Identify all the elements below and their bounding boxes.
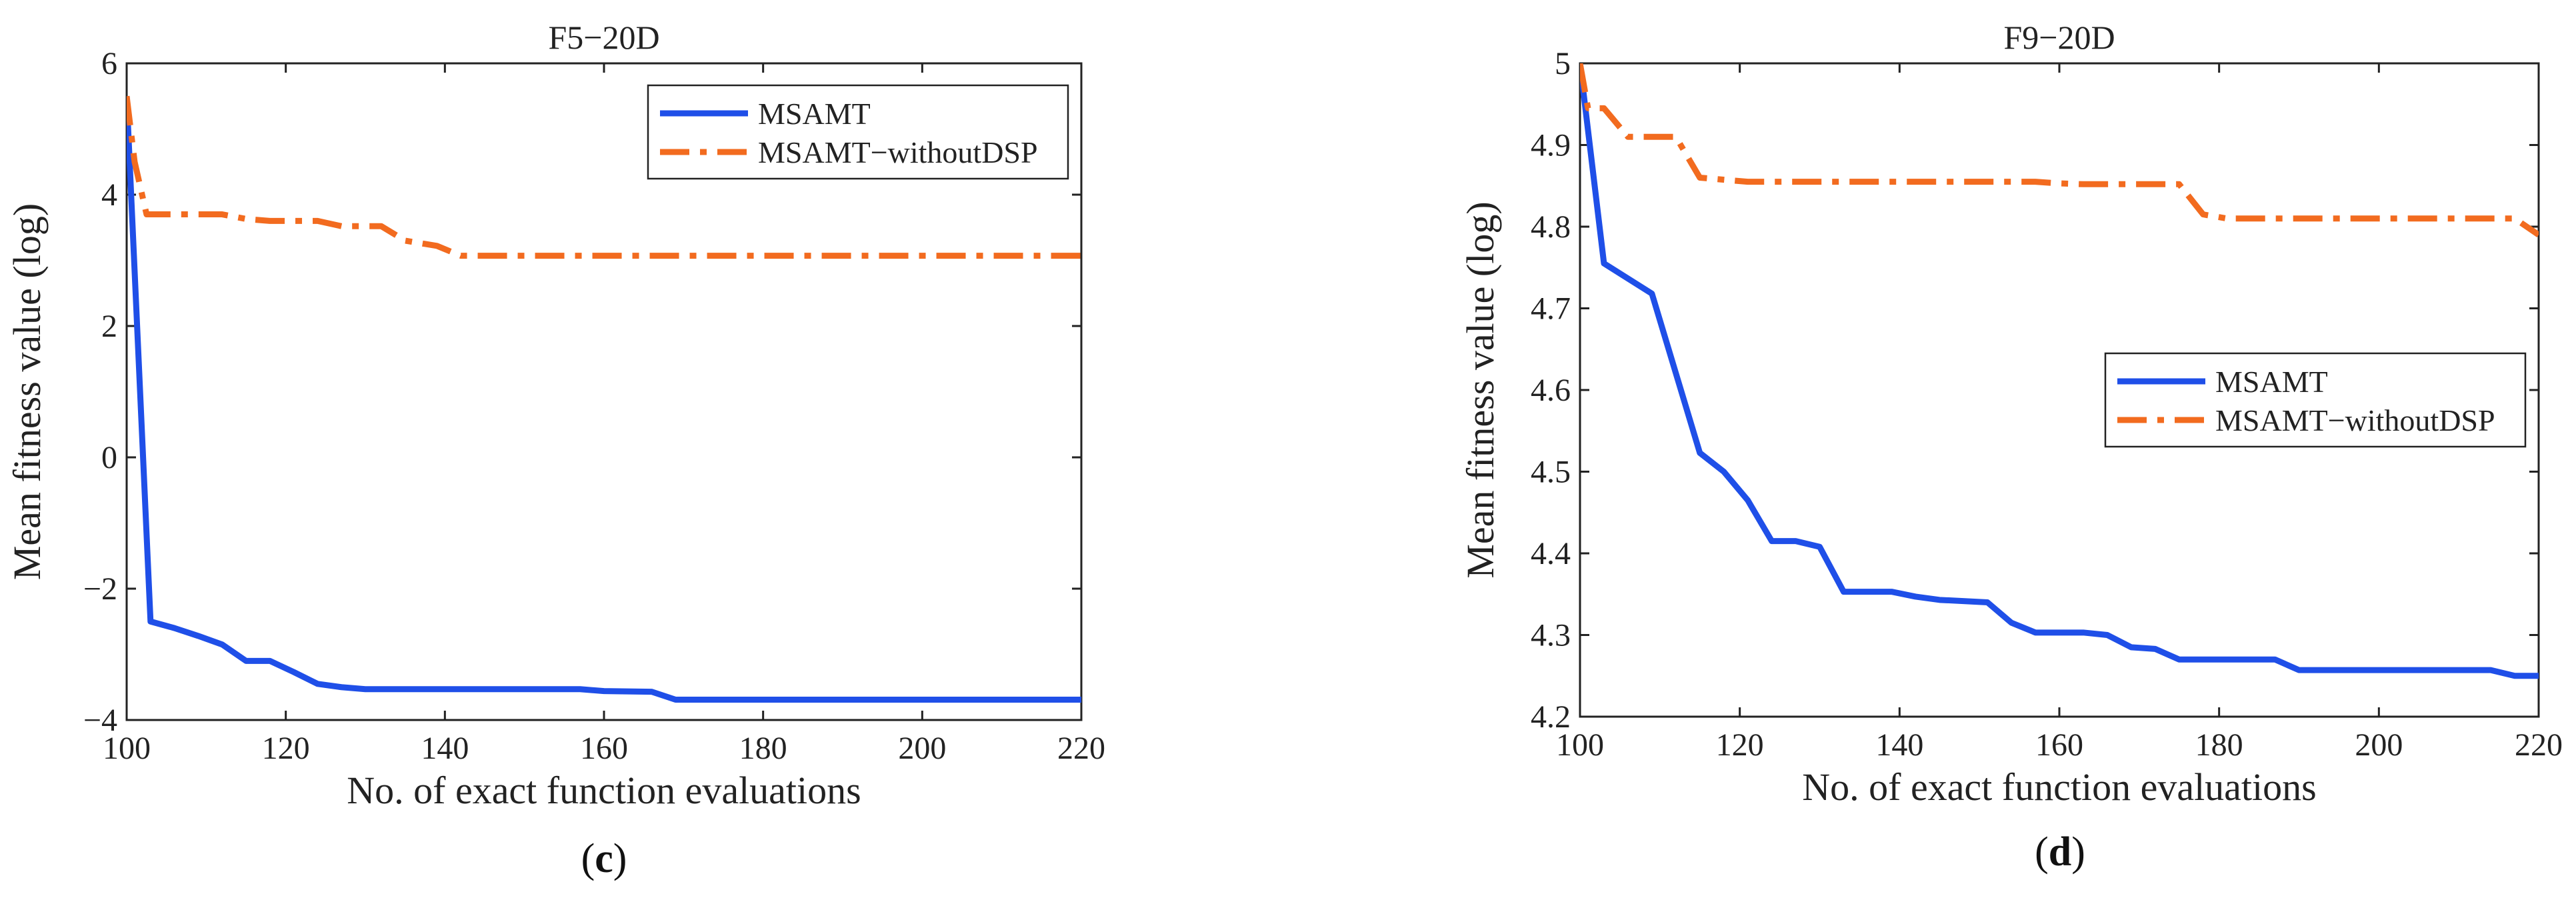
x-tick-label: 100 — [103, 731, 151, 766]
y-tick-label: 4.6 — [1531, 373, 1571, 408]
legend-box — [647, 84, 1069, 180]
x-tick-label: 180 — [739, 731, 787, 766]
series-line-msamt-without-dsp — [127, 95, 1081, 259]
y-tick-label: 4 — [101, 177, 117, 213]
x-tick-label: 120 — [262, 731, 310, 766]
y-tick-label: 6 — [101, 46, 117, 81]
legend-box — [2104, 352, 2527, 448]
y-tick-label: 4.7 — [1531, 291, 1571, 327]
y-tick-label: −4 — [83, 703, 117, 738]
y-tick-label: 0 — [101, 440, 117, 475]
y-tick-label: 4.2 — [1531, 699, 1571, 735]
y-tick-label: 4.9 — [1531, 128, 1571, 163]
x-axis-label: No. of exact function evaluations — [1802, 765, 2316, 809]
legend-label: MSAMT — [2215, 365, 2328, 399]
y-tick-label: 4.5 — [1531, 455, 1571, 490]
legend-label: MSAMT−withoutDSP — [2215, 403, 2495, 437]
y-tick-label: −2 — [83, 571, 117, 607]
legend-label: MSAMT−withoutDSP — [758, 135, 1038, 169]
legend: MSAMT MSAMT−withoutDSP — [2104, 352, 2527, 448]
panel-caption: (d) — [2035, 829, 2085, 875]
y-tick-label: 4.3 — [1531, 618, 1571, 653]
x-tick-label: 120 — [1716, 727, 1764, 763]
y-tick-label: 5 — [1555, 46, 1571, 81]
chart-panel-c: 100 120 140 160 180 200 220 −4 −2 0 2 4 6 F5−20D No. o… — [5, 19, 1105, 881]
chart-title: F5−20D — [548, 19, 659, 56]
legend-label: MSAMT — [758, 97, 871, 131]
series-line-msamt — [1580, 63, 2539, 679]
legend: MSAMT MSAMT−withoutDSP — [647, 84, 1069, 180]
x-tick-label: 140 — [1875, 727, 1923, 763]
chart-title: F9−20D — [2003, 19, 2115, 56]
y-axis-label: Mean fitness value (log) — [1459, 201, 1502, 578]
x-tick-label: 220 — [2515, 727, 2563, 763]
y-axis-label: Mean fitness value (log) — [5, 203, 49, 580]
y-tick-label: 2 — [101, 309, 117, 344]
x-tick-label: 140 — [421, 731, 469, 766]
x-tick-label: 160 — [2035, 727, 2083, 763]
panel-caption: (c) — [581, 836, 627, 881]
x-tick-label: 180 — [2195, 727, 2243, 763]
x-tick-label: 220 — [1057, 731, 1105, 766]
series-line-msamt — [127, 96, 1081, 703]
y-tick-label: 4.4 — [1531, 536, 1571, 571]
x-tick-label: 200 — [898, 731, 946, 766]
chart-panel-d: 100 120 140 160 180 200 220 4.2 4.3 4.4 4.5 4.6 4.7 4… — [1459, 19, 2563, 875]
y-tick-label: 4.8 — [1531, 209, 1571, 245]
series-line-msamt-without-dsp — [1580, 63, 2539, 237]
x-tick-label: 100 — [1556, 727, 1604, 763]
x-axis-label: No. of exact function evaluations — [347, 769, 861, 812]
x-tick-label: 160 — [580, 731, 628, 766]
x-tick-label: 200 — [2355, 727, 2403, 763]
